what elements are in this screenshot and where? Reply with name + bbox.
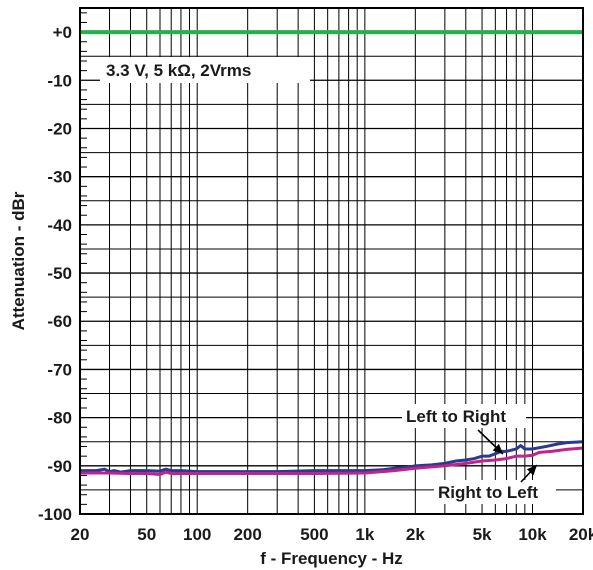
y-tick-label: +0	[53, 23, 72, 42]
condition-label-box	[100, 57, 310, 83]
y-tick-label: -60	[47, 312, 72, 331]
series-left-to-right	[80, 440, 584, 474]
x-tick-label: 5k	[473, 525, 492, 544]
left-to-right-label-box	[402, 404, 526, 428]
plot-frame	[79, 7, 584, 515]
left-to-right-annotation: Left to Right	[406, 407, 506, 426]
y-tick-labels: +0 -10 -20 -30 -40 -50 -60 -70 -80 -90 -100	[38, 23, 72, 524]
y-tick-label: -90	[47, 457, 72, 476]
y-axis-title: Attenuation - dBr	[9, 191, 28, 330]
x-tick-label: 1k	[355, 525, 374, 544]
y-tick-label: -100	[38, 505, 72, 524]
right-to-left-annotation: Right to Left	[438, 483, 538, 502]
y-tick-label: -20	[47, 119, 72, 138]
x-tick-label: 200	[233, 525, 261, 544]
x-tick-labels: 20 50 100 200 500 1k 2k 5k 10k 20k	[71, 525, 593, 544]
condition-annotation: 3.3 V, 5 kΩ, 2Vrms	[106, 61, 251, 80]
right-to-left-label-box	[434, 480, 556, 504]
x-tick-label: 10k	[518, 525, 547, 544]
annotation-arrows	[477, 429, 538, 483]
series-layer	[80, 30, 584, 476]
series-right-to-left	[80, 446, 584, 476]
x-tick-label: 50	[137, 525, 156, 544]
x-tick-label: 20	[71, 525, 90, 544]
right-to-left-arrow-head	[526, 465, 537, 476]
y-tick-label: -70	[47, 360, 72, 379]
left-to-right-arrow-head	[492, 443, 503, 454]
x-tick-label: 20k	[569, 525, 593, 544]
x-tick-label: 100	[183, 525, 211, 544]
minor-gridlines	[79, 8, 584, 514]
y-tick-label: -80	[47, 409, 72, 428]
x-tick-label: 500	[300, 525, 328, 544]
y-tick-label: -30	[47, 168, 72, 187]
x-axis-title: f - Frequency - Hz	[260, 549, 403, 568]
y-tick-label: -10	[47, 71, 72, 90]
x-tick-label: 2k	[406, 525, 425, 544]
y-tick-label: -40	[47, 216, 72, 235]
y-tick-label: -50	[47, 264, 72, 283]
